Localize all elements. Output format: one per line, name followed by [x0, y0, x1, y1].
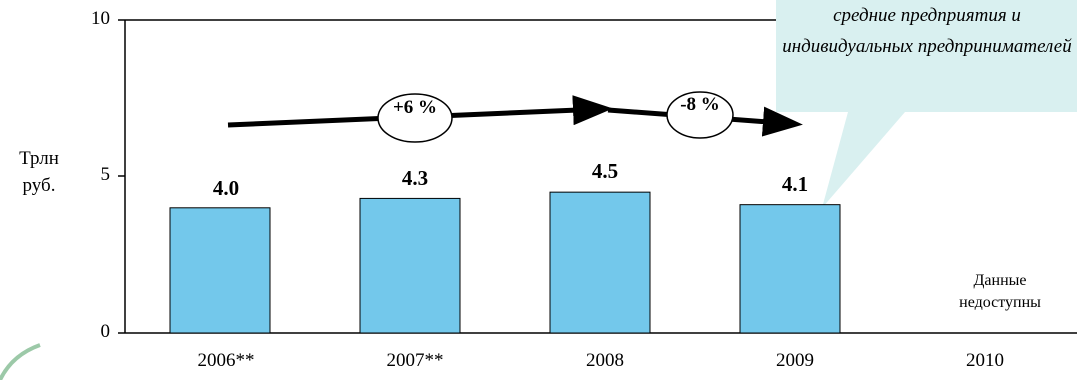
x-tick-2008: 2008: [586, 350, 624, 371]
data-label-2008: 4.5: [591, 159, 619, 183]
growth-ellipse-2: [666, 91, 734, 139]
data-label-2007: 4.3: [401, 166, 429, 190]
x-tick-2006: 2006**: [197, 350, 255, 371]
growth-label-2: -8 %: [680, 94, 720, 115]
x-tick-2009: 2009: [776, 350, 814, 371]
y-tick-0: 0: [100, 321, 111, 342]
y-tick-5: 5: [100, 164, 111, 185]
no-data-note: Данные недоступны: [959, 272, 1041, 311]
callout-box: [776, 0, 1077, 208]
bar-2007: [359, 197, 461, 334]
y-tick-10: 10: [91, 8, 110, 29]
data-label-2009: 4.1: [781, 172, 809, 196]
bar-2006: [169, 207, 271, 334]
y-axis-label: Трлн руб.: [19, 148, 59, 196]
bar-2009: [739, 204, 841, 334]
bar-2008: [549, 191, 651, 334]
data-label-2006: 4.0: [212, 176, 240, 200]
growth-label-1: +6 %: [392, 97, 438, 118]
corner-decoration: [0, 343, 41, 380]
x-tick-2010: 2010: [966, 350, 1004, 371]
growth-ellipse-1: [377, 93, 453, 143]
callout-text: средние предприятия и индивидуальных пре…: [782, 5, 1072, 57]
x-tick-2007: 2007**: [386, 350, 444, 371]
